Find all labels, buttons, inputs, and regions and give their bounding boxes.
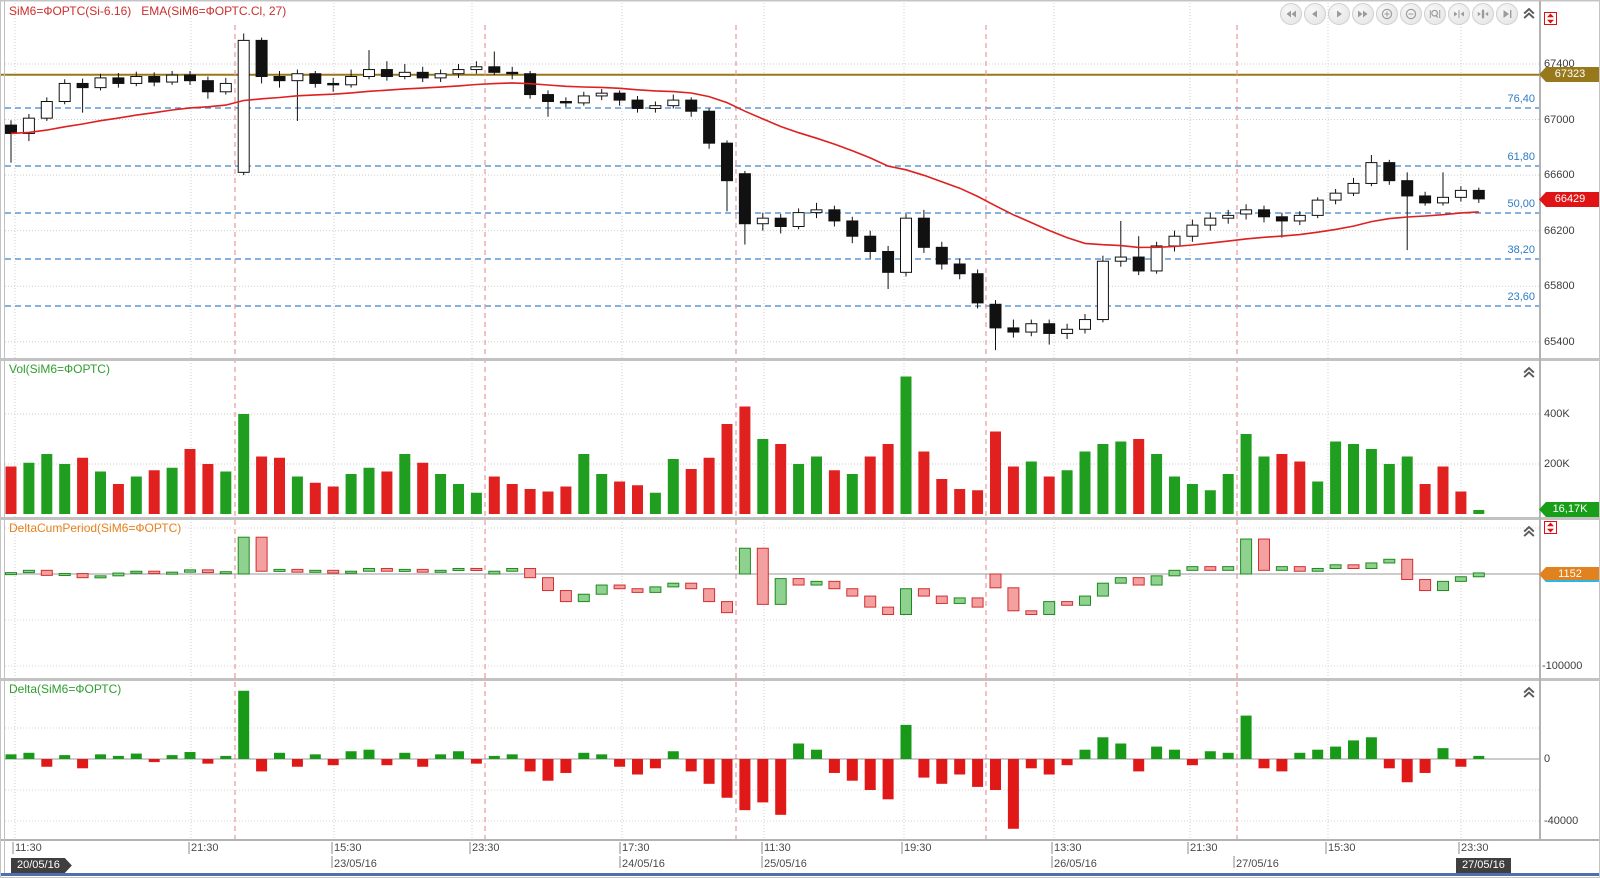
- deltacum-value-badge: 1152: [1539, 567, 1599, 582]
- fib-level-label: 50,00: [1507, 198, 1535, 210]
- price-axis-tick: 67000: [1544, 113, 1575, 126]
- time-axis-label: 11:30: [15, 842, 42, 854]
- ema-indicator-label: EMA(SiM6=ФОРТС.Cl, 27): [141, 4, 287, 18]
- main-chart-title: SiM6=ФОРТС(Si-6.16) EMA(SiM6=ФОРТС.Cl, 27…: [9, 4, 286, 18]
- time-axis-label: 21:30: [191, 842, 219, 854]
- time-axis-label: 17:30: [622, 842, 650, 854]
- date-axis-label: 25/05/16: [764, 858, 807, 870]
- deltacum-panel-title: DeltaCumPeriod(SiM6=ФОРТС): [9, 521, 182, 535]
- fit-vertical-icon: [1477, 9, 1489, 19]
- up-down-arrows-icon: [1547, 522, 1554, 533]
- fib-level-label: 23,60: [1507, 291, 1535, 303]
- fit-horizontal-icon: [1454, 10, 1464, 18]
- zoom-region-icon: [1429, 9, 1441, 18]
- time-axis-label: 23:30: [1461, 842, 1489, 854]
- chart-navigation-toolbar: [1280, 3, 1518, 27]
- volume-axis-tick: 400K: [1544, 408, 1570, 420]
- time-axis-label: 15:30: [1328, 842, 1356, 854]
- collapse-main-panel-icon[interactable]: [1522, 6, 1536, 20]
- zoom-region-button[interactable]: [1424, 3, 1446, 25]
- last-date-badge: 27/05/16: [1456, 858, 1511, 873]
- price-axis-tick: 65800: [1544, 280, 1575, 293]
- scroll-fast-right-button[interactable]: [1352, 3, 1374, 25]
- first-date-badge: 20/05/16: [11, 858, 72, 873]
- go-to-end-icon: [1503, 10, 1512, 18]
- scroll-right-icon: [1337, 10, 1342, 18]
- instrument-label: SiM6=ФОРТС(Si-6.16): [9, 4, 132, 18]
- double-chevron-up-icon: [1523, 525, 1535, 537]
- time-axis-label: 23:30: [472, 842, 500, 854]
- double-chevron-up-icon: [1523, 366, 1535, 378]
- scroll-left-button[interactable]: [1304, 3, 1326, 25]
- scroll-fast-left-icon: [1286, 10, 1296, 18]
- fib-level-label: 38,20: [1507, 244, 1535, 256]
- delta-axis-tick: -40000: [1544, 815, 1579, 827]
- window-left-border: [4, 1, 5, 873]
- deltacum-autoscale-icon[interactable]: [1544, 521, 1557, 534]
- time-axis-label: 11:30: [764, 842, 791, 854]
- up-down-arrows-icon: [1547, 13, 1554, 24]
- zoom-in-button[interactable]: [1376, 3, 1398, 25]
- deltacum-axis-tick: -100000: [1542, 659, 1583, 672]
- time-axis-label: 15:30: [334, 842, 362, 854]
- scroll-fast-right-icon: [1358, 10, 1368, 18]
- scroll-right-button[interactable]: [1328, 3, 1350, 25]
- last-price-badge: 66429: [1539, 192, 1599, 207]
- collapse-delta-panel-icon[interactable]: [1522, 685, 1536, 699]
- delta-axis-tick: 0: [1544, 753, 1551, 765]
- price-axis-tick: 65400: [1544, 335, 1575, 348]
- last-volume-badge: 16,17K: [1539, 502, 1599, 517]
- fib-level-label: 61,80: [1507, 151, 1535, 163]
- date-axis-label: 26/05/16: [1054, 858, 1097, 870]
- collapse-deltacum-panel-icon[interactable]: [1522, 524, 1536, 538]
- zoom-in-icon: [1381, 8, 1393, 20]
- collapse-volume-panel-icon[interactable]: [1522, 365, 1536, 379]
- scroll-fast-left-button[interactable]: [1280, 3, 1302, 25]
- time-axis-label: 21:30: [1190, 842, 1218, 854]
- price-axis-tick: 66600: [1544, 169, 1575, 182]
- fit-horizontal-button[interactable]: [1448, 3, 1470, 25]
- scroll-left-icon: [1312, 10, 1317, 18]
- volume-axis-tick: 200K: [1544, 458, 1570, 470]
- fib-level-label: 76,40: [1507, 93, 1535, 105]
- zoom-out-icon: [1405, 8, 1417, 20]
- price-axis-tick: 66200: [1544, 224, 1575, 237]
- window-bottom-border: [1, 873, 1599, 876]
- fit-vertical-button[interactable]: [1472, 3, 1494, 25]
- volume-panel-title: Vol(SiM6=ФОРТС): [9, 362, 110, 376]
- date-axis-label: 23/05/16: [334, 858, 377, 870]
- level-price-badge: 67323: [1539, 67, 1599, 82]
- delta-panel-title: Delta(SiM6=ФОРТС): [9, 682, 122, 696]
- time-axis-label: 13:30: [1054, 842, 1082, 854]
- price-axis-tick: 67400: [1544, 58, 1575, 70]
- double-chevron-up-icon: [1523, 686, 1535, 698]
- go-to-end-button[interactable]: [1496, 3, 1518, 25]
- date-axis-label: 27/05/16: [1236, 858, 1279, 870]
- zoom-out-button[interactable]: [1400, 3, 1422, 25]
- double-chevron-up-icon: [1523, 7, 1535, 19]
- window-top-border: [1, 1, 1599, 2]
- date-axis-label: 24/05/16: [622, 858, 665, 870]
- price-autoscale-icon[interactable]: [1544, 12, 1557, 25]
- time-axis-label: 19:30: [904, 842, 932, 854]
